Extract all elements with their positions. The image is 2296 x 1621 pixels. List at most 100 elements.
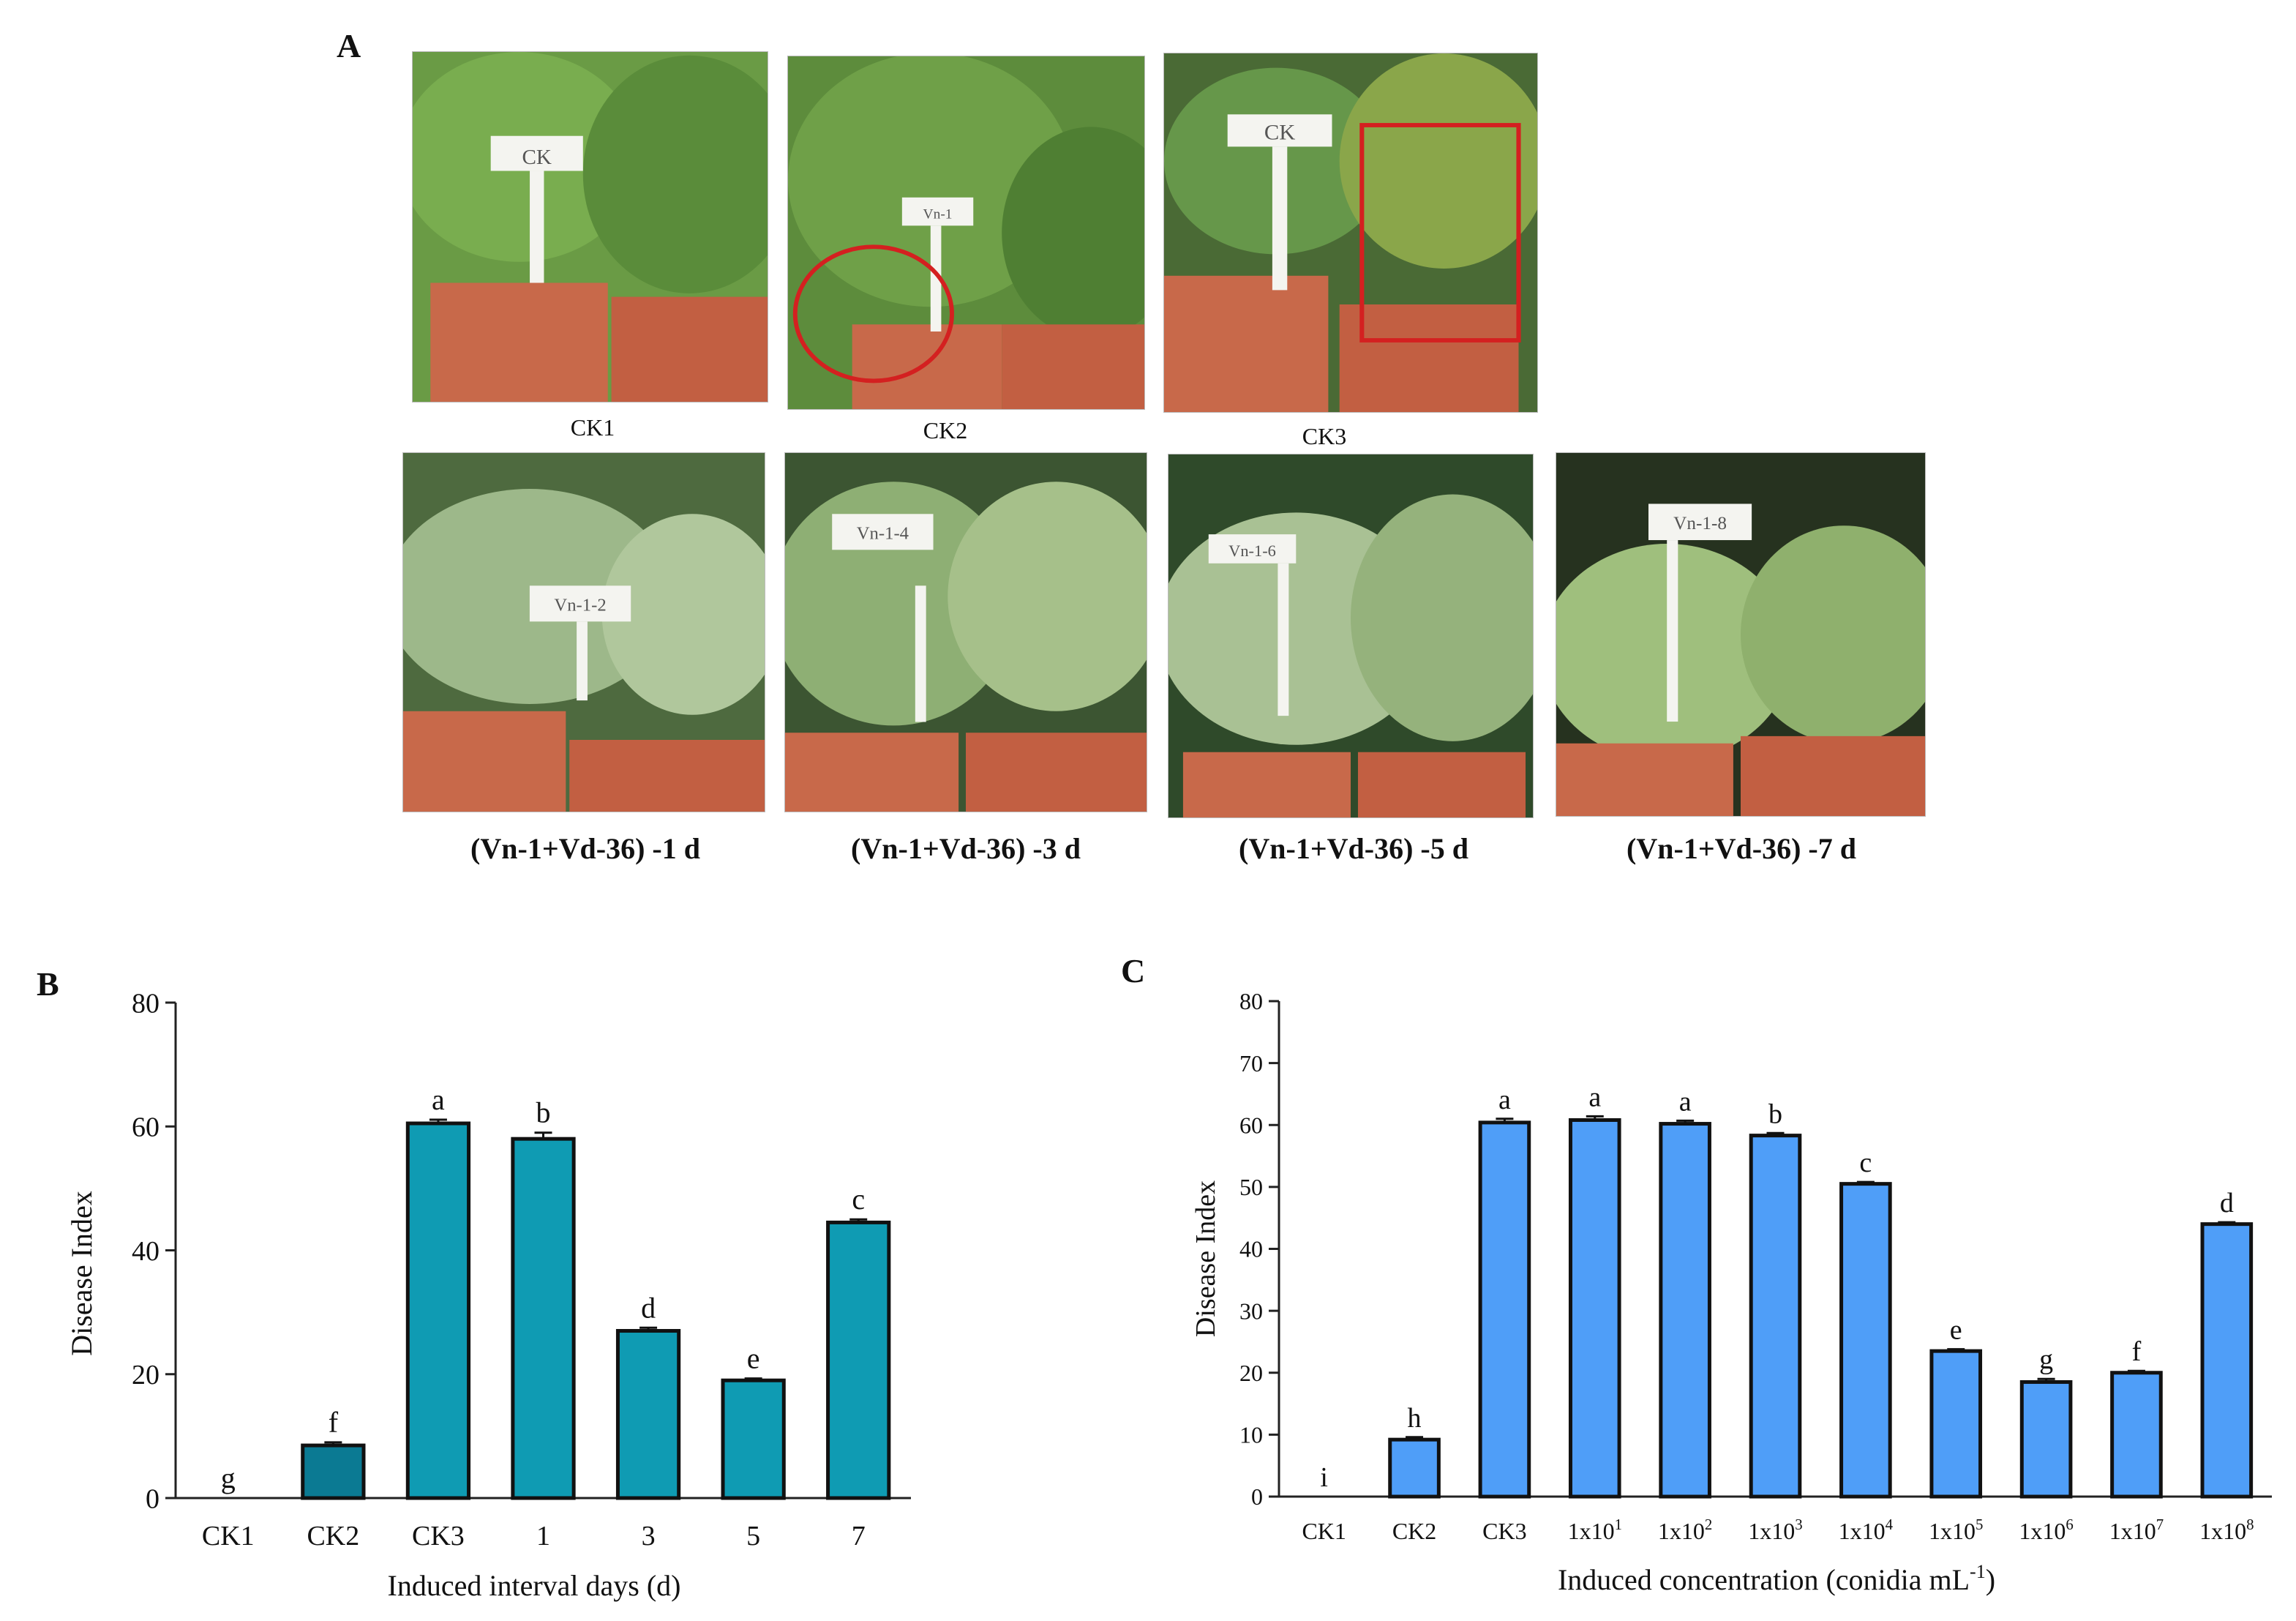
chart-c-bar: [1388, 1437, 1441, 1499]
chart-c-significance-letter: e: [1950, 1315, 1962, 1346]
chart-b-error-bar: [429, 1118, 447, 1124]
chart-c-error-bar: [1406, 1436, 1424, 1440]
ck3-sign-text: CK: [1264, 121, 1296, 144]
chart-c-significance-letter: h: [1408, 1403, 1422, 1434]
photo-day5: Vn-1-6: [1168, 454, 1534, 818]
chart-b: Disease Index Induced interval days (d) …: [65, 988, 911, 1602]
chart-b-bar: [721, 1378, 786, 1500]
chart-c-x-tick-label: CK3: [1482, 1518, 1526, 1544]
chart-b-x-tick-label: 5: [746, 1521, 760, 1551]
chart-b-bar: [615, 1329, 681, 1500]
caption-day7: (Vn-1+Vd-36) -7 d: [1627, 832, 1856, 865]
chart-b-significance-letter: e: [747, 1342, 760, 1375]
chart-c-significance-letter: a: [1498, 1085, 1511, 1115]
chart-c-bar: [1659, 1122, 1711, 1499]
chart-c-y-tick-label: 10: [1239, 1422, 1263, 1448]
chart-c-significance-letter: c: [1859, 1148, 1872, 1178]
chart-c-y-tick-label: 30: [1239, 1298, 1263, 1324]
day7-sign-text: Vn-1-8: [1673, 514, 1727, 534]
chart-c-bar: [1478, 1120, 1531, 1499]
chart-b-x-tick-label: 3: [642, 1521, 656, 1551]
chart-b-significance-letter: f: [329, 1406, 339, 1439]
photo-ck3: CK: [1163, 53, 1538, 413]
chart-b-significance-letter: a: [432, 1083, 445, 1116]
caption-day1: (Vn-1+Vd-36) -1 d: [470, 832, 700, 865]
chart-b-significance-letter: c: [852, 1183, 865, 1216]
chart-c-x-tick-label: 1x104: [1839, 1516, 1894, 1544]
panel-label-b: B: [37, 965, 59, 1003]
chart-b-error-bar: [744, 1377, 762, 1381]
chart-c-error-bar: [1676, 1119, 1695, 1124]
caption-day5: (Vn-1+Vd-36) -5 d: [1239, 832, 1468, 865]
chart-b-x-tick-label: 7: [852, 1521, 866, 1551]
chart-c-significance-letter: b: [1768, 1098, 1782, 1129]
chart-b-significance-letter: g: [221, 1461, 236, 1494]
chart-c: Disease Index Induced concentration (con…: [1190, 988, 2272, 1596]
chart-b-ylabel: Disease Index: [65, 1191, 98, 1355]
chart-b-significance-letter: d: [641, 1291, 656, 1324]
chart-b-bar: [301, 1443, 366, 1500]
ck1-sign-text: CK: [522, 146, 552, 169]
day1-sign-text: Vn-1-2: [554, 596, 606, 615]
chart-b-x-tick-label: CK3: [412, 1521, 465, 1551]
chart-b-bar: [405, 1121, 471, 1500]
chart-c-error-bar: [1766, 1131, 1785, 1136]
chart-c-y-tick-label: 20: [1239, 1360, 1263, 1386]
chart-c-error-bar: [2218, 1221, 2236, 1224]
caption-ck2: CK2: [923, 417, 968, 443]
photo-day3: Vn-1-4: [784, 452, 1147, 812]
chart-c-bar: [2200, 1222, 2254, 1499]
chart-c-y-tick-label: 40: [1239, 1236, 1263, 1262]
caption-ck3: CK3: [1302, 423, 1347, 449]
chart-b-error-bar: [534, 1131, 552, 1139]
chart-b-error-bar: [639, 1326, 658, 1331]
photo-day7: Vn-1-8: [1556, 452, 1926, 817]
chart-c-x-tick-label: 1x103: [1748, 1516, 1802, 1544]
chart-c-bar: [1568, 1118, 1621, 1499]
chart-b-y-tick-label: 80: [132, 988, 160, 1019]
chart-c-x-tick-label: CK2: [1392, 1518, 1436, 1544]
chart-b-significance-letter: b: [536, 1096, 551, 1129]
chart-c-x-tick-label: 1x101: [1568, 1516, 1622, 1544]
panel-label-c: C: [1121, 952, 1146, 989]
chart-b-y-tick-label: 20: [132, 1360, 160, 1390]
chart-c-significance-letter: d: [2220, 1188, 2234, 1218]
photo-ck1: CK: [412, 51, 768, 403]
chart-c-bar: [1929, 1349, 1983, 1499]
chart-c-y-tick-label: 0: [1251, 1483, 1263, 1510]
chart-c-y-tick-label: 70: [1239, 1050, 1263, 1077]
chart-c-bar: [1839, 1182, 1892, 1499]
ck2-sign-text: Vn-1: [923, 207, 953, 222]
chart-c-significance-letter: g: [2039, 1344, 2053, 1375]
chart-c-error-bar: [1947, 1348, 1965, 1352]
chart-b-x-tick-label: CK1: [202, 1521, 255, 1551]
chart-b-error-bar: [849, 1218, 868, 1223]
chart-b-bar: [826, 1220, 891, 1500]
chart-c-x-tick-label: 1x107: [2109, 1516, 2164, 1544]
chart-c-significance-letter: a: [1679, 1086, 1692, 1117]
chart-b-xlabel: Induced interval days (d): [388, 1569, 681, 1602]
chart-b-error-bar: [324, 1441, 342, 1446]
chart-c-bar: [2019, 1379, 2073, 1499]
chart-c-bar: [2110, 1371, 2163, 1499]
day3-sign-text: Vn-1-4: [857, 524, 909, 544]
chart-c-x-tick-label: 1x102: [1658, 1516, 1712, 1544]
caption-ck1: CK1: [570, 414, 615, 441]
chart-c-x-tick-label: CK1: [1302, 1518, 1346, 1544]
caption-day3: (Vn-1+Vd-36) -3 d: [851, 832, 1081, 865]
chart-c-bar: [1749, 1134, 1802, 1499]
chart-b-bar: [511, 1137, 576, 1500]
chart-c-error-bar: [2127, 1369, 2145, 1373]
chart-c-y-tick-label: 60: [1239, 1112, 1263, 1138]
chart-c-significance-letter: a: [1588, 1082, 1601, 1112]
chart-c-error-bar: [1856, 1180, 1875, 1184]
photo-day1: Vn-1-2: [402, 452, 765, 812]
chart-c-significance-letter: i: [1320, 1462, 1328, 1493]
chart-c-significance-letter: f: [2132, 1336, 2142, 1367]
chart-b-x-tick-label: CK2: [307, 1521, 359, 1551]
chart-c-x-tick-label: 1x108: [2199, 1516, 2254, 1544]
chart-c-x-tick-label: 1x106: [2019, 1516, 2073, 1544]
chart-c-ylabel: Disease Index: [1190, 1180, 1221, 1337]
chart-b-y-tick-label: 40: [132, 1236, 160, 1267]
panel-label-a: A: [337, 27, 361, 64]
